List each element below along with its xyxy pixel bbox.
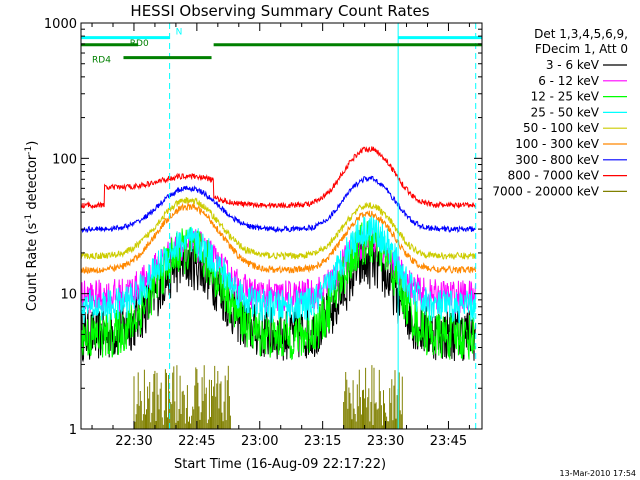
x-tick-label: 22:30 xyxy=(115,434,152,449)
legend-entry-label: 12 - 25 keV xyxy=(531,90,600,104)
y-tick-label: 100 xyxy=(52,152,77,167)
legend-header-line-2: FDecim 1, Att 0 xyxy=(535,42,628,56)
y-axis-label-part-1: Count Rate (s xyxy=(25,223,40,312)
y-axis-label-part-2: detector xyxy=(25,154,40,214)
series-25-50-kev xyxy=(80,215,476,324)
legend-entry-label: 100 - 300 keV xyxy=(515,137,599,151)
x-axis-label: Start Time (16-Aug-09 22:17:22) xyxy=(174,457,386,472)
axes: 22:30 22:45 23:00 23:15 23:30 23:45 1 10 100 1000 xyxy=(44,17,482,449)
y-tick-label: 1 xyxy=(69,423,77,438)
series-7000-20000-kev xyxy=(133,365,403,429)
chart-title: HESSI Observing Summary Count Rates xyxy=(130,2,429,20)
legend-entry-label: 3 - 6 keV xyxy=(546,58,600,72)
legend-entry-label: 6 - 12 keV xyxy=(538,74,600,88)
x-tick-label: 23:15 xyxy=(304,434,341,449)
legend-entry-label: 300 - 800 keV xyxy=(515,153,599,167)
y-tick-label: 1000 xyxy=(44,17,77,32)
footer-timestamp: 13-Mar-2010 17:54 xyxy=(560,469,637,478)
series-50-100-kev xyxy=(80,197,476,261)
y-axis-label-sup-1: -1 xyxy=(24,214,34,223)
legend: Det 1,3,4,5,6,9, FDecim 1, Att 0 3 - 6 k… xyxy=(492,27,628,198)
flag-rd4-label: RD4 xyxy=(92,56,111,66)
plot-area: N RD0 RD4 xyxy=(80,23,482,429)
y-tick-label: 10 xyxy=(60,288,77,303)
series-300-800-kev xyxy=(80,175,476,234)
y-axis-label-sup-2: -1 xyxy=(24,146,34,155)
series-100-300-kev xyxy=(80,201,476,275)
legend-entry-label: 50 - 100 keV xyxy=(523,121,600,135)
flag-rd0-label: RD0 xyxy=(130,39,149,49)
y-axis-label: Count Rate (s-1 detector-1) xyxy=(24,141,40,312)
x-tick-label: 22:45 xyxy=(178,434,215,449)
y-axis-label-part-3: ) xyxy=(25,141,40,146)
series-800-7000-kev xyxy=(80,146,476,210)
legend-entry-label: 25 - 50 keV xyxy=(531,105,600,119)
legend-entry-label: 7000 - 20000 keV xyxy=(492,184,599,198)
x-tick-label: 23:45 xyxy=(430,434,467,449)
x-tick-label: 23:30 xyxy=(367,434,404,449)
x-tick-label: 23:00 xyxy=(241,434,278,449)
legend-entry-label: 800 - 7000 keV xyxy=(508,169,600,183)
flag-n-label: N xyxy=(176,28,183,38)
legend-header-line-1: Det 1,3,4,5,6,9, xyxy=(534,27,628,41)
plot-frame xyxy=(80,22,483,430)
